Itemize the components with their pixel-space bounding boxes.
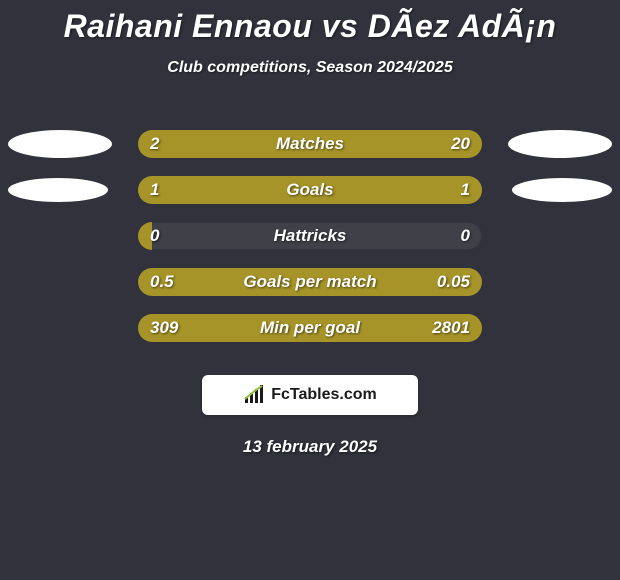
comparison-bar: 11Goals (138, 176, 482, 204)
date-line: 13 february 2025 (0, 437, 620, 457)
player-right-avatar (512, 178, 612, 202)
comparison-bar: 3092801Min per goal (138, 314, 482, 342)
comparison-row: 220Matches (0, 121, 620, 167)
card-subtitle: Club competitions, Season 2024/2025 (0, 59, 620, 77)
comparison-bar: 220Matches (138, 130, 482, 158)
comparison-chart: 220Matches 11Goals 00Hattricks 0.50.05Goals… (0, 121, 620, 351)
chart-icon (243, 385, 267, 405)
comparison-bar: 00Hattricks (138, 222, 482, 250)
h2h-card: Raihani Ennaou vs DÃez AdÃ¡n Club compet… (0, 0, 620, 580)
player-right-avatar (508, 130, 612, 158)
metric-label: Goals (138, 176, 482, 204)
metric-label: Min per goal (138, 314, 482, 342)
comparison-row: 3092801Min per goal (0, 305, 620, 351)
brand-badge[interactable]: FcTables.com (202, 375, 418, 415)
brand-text: FcTables.com (271, 386, 377, 404)
comparison-row: 11Goals (0, 167, 620, 213)
metric-label: Hattricks (138, 222, 482, 250)
metric-label: Goals per match (138, 268, 482, 296)
player-left-avatar (8, 130, 112, 158)
metric-label: Matches (138, 130, 482, 158)
comparison-row: 00Hattricks (0, 213, 620, 259)
comparison-row: 0.50.05Goals per match (0, 259, 620, 305)
card-title: Raihani Ennaou vs DÃez AdÃ¡n (0, 0, 620, 45)
player-left-avatar (8, 178, 108, 202)
comparison-bar: 0.50.05Goals per match (138, 268, 482, 296)
